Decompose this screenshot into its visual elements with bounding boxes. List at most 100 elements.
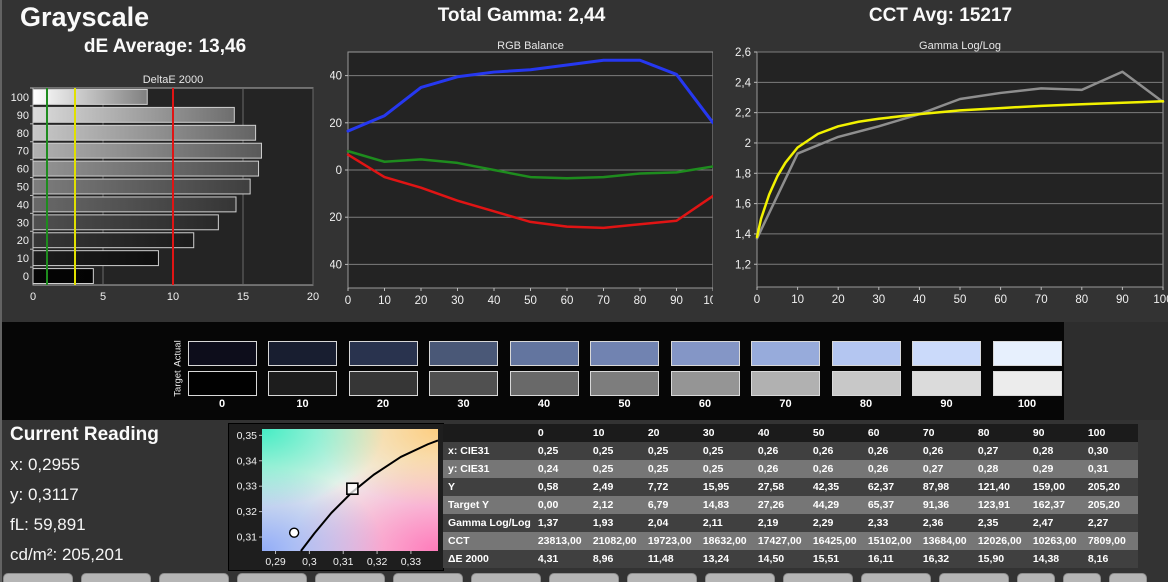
swatch-actual-20 bbox=[348, 341, 418, 366]
page-tab[interactable] bbox=[1063, 573, 1101, 582]
swatch-target-0 bbox=[187, 371, 257, 396]
swatch-actual-30 bbox=[429, 341, 498, 366]
page-tab[interactable] bbox=[783, 573, 853, 582]
table-cell: 2,33 bbox=[862, 514, 918, 532]
y-tick-label: 1,2 bbox=[735, 259, 751, 271]
row-label: x: CIE31 bbox=[443, 442, 533, 460]
y-tick-label: 60 bbox=[17, 164, 29, 176]
rgb-balance-chart-title: RGB Balance bbox=[497, 40, 564, 52]
page-tab[interactable] bbox=[237, 573, 307, 582]
table-cell: 0,26 bbox=[862, 442, 918, 460]
page-tab[interactable] bbox=[159, 573, 229, 582]
table-cell: 0,25 bbox=[642, 442, 698, 460]
reading-fl: fL: 59,891 bbox=[10, 515, 86, 534]
table-cell: 13,24 bbox=[697, 550, 753, 568]
table-cell: 17427,00 bbox=[752, 532, 808, 550]
table-cell: 12026,00 bbox=[972, 532, 1028, 550]
x-tick-label: 10 bbox=[378, 295, 391, 307]
page-tab[interactable] bbox=[1109, 573, 1147, 582]
table-cell: 18632,00 bbox=[697, 532, 753, 550]
page-tab[interactable] bbox=[471, 573, 541, 582]
table-header-cell: 20 bbox=[642, 424, 698, 442]
page-tab[interactable] bbox=[705, 573, 775, 582]
table-cell: 42,35 bbox=[807, 478, 863, 496]
series-red bbox=[346, 153, 713, 230]
cie-overlay: 0,35 0,34 0,33 0,32 0,31 0,29 0,3 0,31 0,32 0,33 bbox=[237, 430, 439, 568]
row-label: Target Y bbox=[443, 496, 533, 514]
bottom-row: Current Reading x: 0,2955 y: 0,3117 fL: … bbox=[0, 420, 1168, 572]
page-tab[interactable] bbox=[1017, 573, 1055, 582]
current-reading-panel: Current Reading x: 0,2955 y: 0,3117 fL: … bbox=[10, 422, 222, 570]
swatch-level-label: 0 bbox=[218, 398, 226, 410]
table-cell: 0,26 bbox=[752, 460, 808, 478]
swatch-target-80 bbox=[831, 371, 901, 396]
page-tabbar bbox=[0, 572, 1168, 582]
y-tick-label: -40 bbox=[330, 259, 342, 271]
page-tab[interactable] bbox=[549, 573, 619, 582]
table-header-cell: 60 bbox=[862, 424, 918, 442]
table-cell: 16,32 bbox=[917, 550, 973, 568]
deltae-bar-100 bbox=[32, 89, 148, 105]
gamma-panel: CCT Avg: 15217 Gamma Log/Log 2,6 2,4 2,2 2 1… bbox=[713, 0, 1168, 322]
page-tab[interactable] bbox=[81, 573, 151, 582]
row-label: Gamma Log/Log bbox=[443, 514, 533, 532]
table-row: ΔE 2000 4,31 8,96 11,48 13,24 14,50 15,51 16,11… bbox=[443, 550, 1138, 568]
row-label: Y bbox=[443, 478, 533, 496]
measurement-table: 0 10 20 30 40 50 60 70 80 90 100 x: CIE31 0,25 0,25 0,… bbox=[443, 424, 1138, 568]
page-tab[interactable] bbox=[939, 573, 1009, 582]
row-label: y: CIE31 bbox=[443, 460, 533, 478]
table-cell: 62,37 bbox=[862, 478, 918, 496]
y-tick-label: 0,33 bbox=[237, 481, 258, 493]
y-tick-label: 100 bbox=[11, 92, 29, 104]
table-cell: 91,36 bbox=[917, 496, 973, 514]
table-cell: 11,48 bbox=[642, 550, 698, 568]
table-cell: 0,58 bbox=[532, 478, 588, 496]
swatch-target-40 bbox=[509, 371, 579, 396]
swatch-actual-60 bbox=[670, 341, 740, 366]
table-row: Gamma Log/Log 1,37 1,93 2,04 2,11 2,19 2,29 2,3… bbox=[443, 514, 1138, 532]
page-tab[interactable] bbox=[3, 573, 73, 582]
swatch-level-label: 10 bbox=[296, 398, 309, 410]
table-cell: 87,98 bbox=[917, 478, 973, 496]
page-tab[interactable] bbox=[627, 573, 697, 582]
table-row: Y 0,58 2,49 7,72 15,95 27,58 42,35 62,37 87,98 12… bbox=[443, 478, 1138, 496]
deltae-bar-20 bbox=[32, 232, 195, 249]
deltae-chart-title: DeltaE 2000 bbox=[142, 74, 204, 86]
table-cell: 21082,00 bbox=[587, 532, 643, 550]
x-tick-label: 40 bbox=[488, 295, 501, 307]
table-cell: 13684,00 bbox=[917, 532, 973, 550]
y-tick-label: 2,4 bbox=[735, 77, 752, 89]
series-measured bbox=[755, 70, 1165, 240]
series-green bbox=[346, 149, 713, 180]
table-cell: 44,29 bbox=[807, 496, 863, 514]
table-cell: 16425,00 bbox=[807, 532, 863, 550]
y-tick-label: 0,31 bbox=[237, 532, 258, 544]
x-tick-label: 0,32 bbox=[367, 556, 388, 568]
table-cell: 4,31 bbox=[532, 550, 588, 568]
page-tab[interactable] bbox=[861, 573, 931, 582]
table-cell: 8,96 bbox=[587, 550, 643, 568]
y-tick-label: 20 bbox=[330, 118, 342, 130]
table-header-cell bbox=[443, 424, 533, 442]
deltae-bar-10 bbox=[32, 250, 159, 267]
table-cell: 162,37 bbox=[1027, 496, 1083, 514]
table-cell: 2,29 bbox=[807, 514, 863, 532]
swatch-actual-100 bbox=[992, 341, 1062, 366]
rgb-balance-panel: Total Gamma: 2,44 RGB Balance 40 20 0 -20 -4… bbox=[330, 0, 713, 322]
table-cell: 10263,00 bbox=[1027, 532, 1083, 550]
table-header-row: 0 10 20 30 40 50 60 70 80 90 100 bbox=[443, 424, 1138, 442]
deltae-bar-70 bbox=[32, 142, 262, 159]
table-cell: 16,11 bbox=[862, 550, 918, 568]
table-cell: 2,47 bbox=[1027, 514, 1083, 532]
table-cell: 15,95 bbox=[697, 478, 753, 496]
deltae-bar-0 bbox=[32, 268, 94, 285]
table-cell: 2,36 bbox=[917, 514, 973, 532]
table-cell: 14,38 bbox=[1027, 550, 1083, 568]
page-tab[interactable] bbox=[393, 573, 463, 582]
y-tick-label: 80 bbox=[17, 128, 29, 140]
x-tick-label: 30 bbox=[872, 294, 885, 306]
deltae-bar-40 bbox=[32, 196, 237, 213]
page-tab[interactable] bbox=[315, 573, 385, 582]
table-cell: 0,00 bbox=[532, 496, 588, 514]
